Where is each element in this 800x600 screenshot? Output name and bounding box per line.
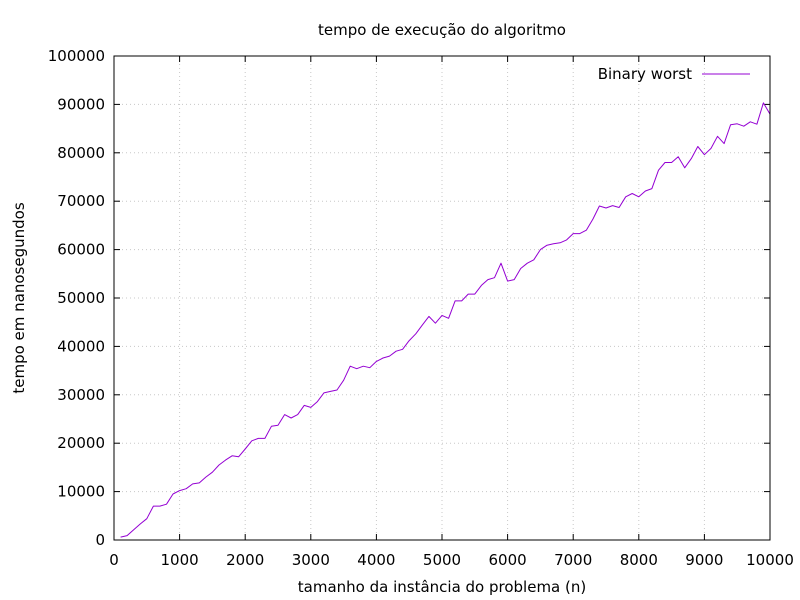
x-tick-label: 7000	[554, 551, 592, 569]
y-tick-label: 40000	[57, 337, 105, 355]
y-tick-label: 50000	[57, 289, 105, 307]
y-tick-label: 10000	[57, 483, 105, 501]
series-line	[120, 102, 771, 538]
series-layer	[120, 102, 771, 538]
x-tick-label: 10000	[746, 551, 794, 569]
grid-lines	[114, 56, 770, 540]
x-tick-label: 0	[109, 551, 119, 569]
y-tick-label: 80000	[57, 144, 105, 162]
y-tick-label: 20000	[57, 434, 105, 452]
x-tick-label: 8000	[620, 551, 658, 569]
y-tick-label: 0	[95, 531, 105, 549]
plot-frame	[113, 55, 771, 541]
axis-ticks	[113, 55, 771, 541]
y-tick-label: 90000	[57, 95, 105, 113]
y-tick-label: 70000	[57, 192, 105, 210]
y-tick-label: 60000	[57, 241, 105, 259]
y-axis-label: tempo em nanosegundos	[10, 202, 28, 393]
legend: Binary worst	[598, 65, 750, 83]
y-tick-label: 30000	[57, 386, 105, 404]
x-tick-label: 5000	[423, 551, 461, 569]
x-tick-label: 2000	[226, 551, 264, 569]
legend-label: Binary worst	[598, 65, 692, 83]
x-tick-label: 1000	[161, 551, 199, 569]
x-axis-label: tamanho da instância do problema (n)	[298, 578, 586, 596]
x-tick-label: 3000	[292, 551, 330, 569]
chart-title: tempo de execução do algoritmo	[318, 21, 566, 39]
y-tick-label: 100000	[48, 47, 105, 65]
x-tick-label: 9000	[685, 551, 723, 569]
tick-labels: 0 1000 2000 3000 4000 5000 6000 7000 8000 9000 100…	[48, 47, 794, 569]
x-tick-label: 6000	[489, 551, 527, 569]
x-tick-label: 4000	[357, 551, 395, 569]
